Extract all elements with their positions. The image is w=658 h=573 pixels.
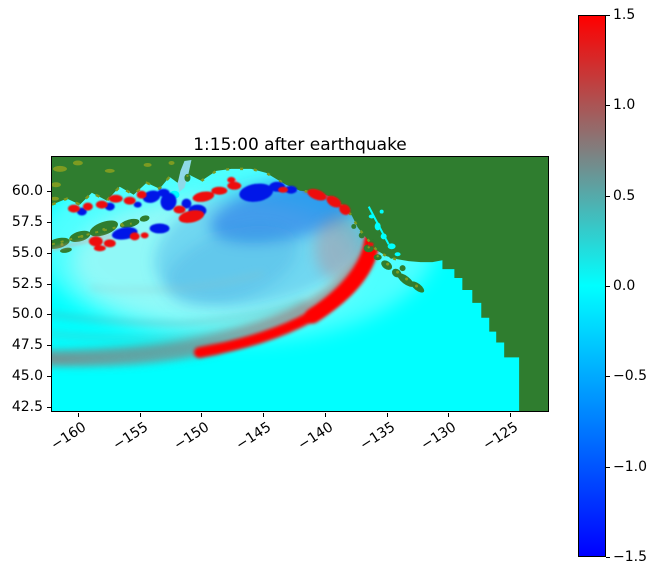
colorbar-tick-label: −1.0 — [613, 459, 647, 475]
y-tick-mark — [47, 376, 51, 377]
colorbar-tick-mark — [606, 557, 610, 558]
x-tick-mark — [140, 413, 141, 417]
x-tick-label: −150 — [171, 419, 213, 454]
y-tick-mark — [47, 222, 51, 223]
coastal-trough-blobs — [76, 181, 298, 240]
y-tick-label: 50.0 — [11, 306, 43, 322]
map-axes — [51, 156, 549, 412]
x-tick-label: −125 — [480, 419, 522, 454]
y-tick-mark — [47, 314, 51, 315]
x-tick-label: −130 — [418, 419, 460, 454]
colorbar-tick-mark — [606, 467, 610, 468]
colorbar-tick-mark — [606, 105, 610, 106]
x-tick-mark — [201, 413, 202, 417]
y-tick-mark — [47, 253, 51, 254]
coastal-crest-blobs — [67, 176, 374, 252]
x-tick-label: −155 — [110, 419, 152, 454]
colorbar-tick-mark — [606, 376, 610, 377]
tsunami-map — [52, 157, 548, 411]
y-tick-label: 52.5 — [11, 276, 43, 292]
colorbar-tick-label: 0.0 — [613, 278, 636, 294]
y-tick-label: 45.0 — [11, 368, 43, 384]
x-tick-mark — [448, 413, 449, 417]
colorbar-tick-label: −1.5 — [613, 549, 647, 565]
x-tick-mark — [510, 413, 511, 417]
x-tick-label: −135 — [357, 419, 399, 454]
x-tick-label: −145 — [233, 419, 275, 454]
x-tick-mark — [263, 413, 264, 417]
y-tick-mark — [47, 407, 51, 408]
x-tick-mark — [325, 413, 326, 417]
colorbar-tick-label: 1.5 — [613, 7, 636, 23]
x-tick-label: −160 — [48, 419, 90, 454]
y-tick-label: 57.5 — [11, 214, 43, 230]
y-tick-mark — [47, 191, 51, 192]
colorbar-tick-mark — [606, 15, 610, 16]
colorbar-tick-mark — [606, 196, 610, 197]
y-tick-label: 47.5 — [11, 337, 43, 353]
x-tick-label: −140 — [295, 419, 337, 454]
x-tick-mark — [387, 413, 388, 417]
colorbar-tick-label: 0.5 — [613, 188, 636, 204]
colorbar-tick-label: −0.5 — [613, 368, 647, 384]
chain-south-wake — [52, 233, 113, 251]
colorbar-tick-mark — [606, 286, 610, 287]
y-tick-mark — [47, 345, 51, 346]
colorbar-tick-label: 1.0 — [613, 97, 636, 113]
y-tick-label: 55.0 — [11, 245, 43, 261]
y-tick-label: 42.5 — [11, 399, 43, 415]
y-tick-label: 60.0 — [11, 183, 43, 199]
x-tick-mark — [78, 413, 79, 417]
se-alaska-channels — [367, 206, 401, 257]
mainland-landmass — [52, 157, 548, 411]
y-tick-mark — [47, 284, 51, 285]
plot-title: 1:15:00 after earthquake — [193, 135, 407, 155]
colorbar — [578, 15, 606, 557]
highland-texture — [52, 160, 419, 288]
